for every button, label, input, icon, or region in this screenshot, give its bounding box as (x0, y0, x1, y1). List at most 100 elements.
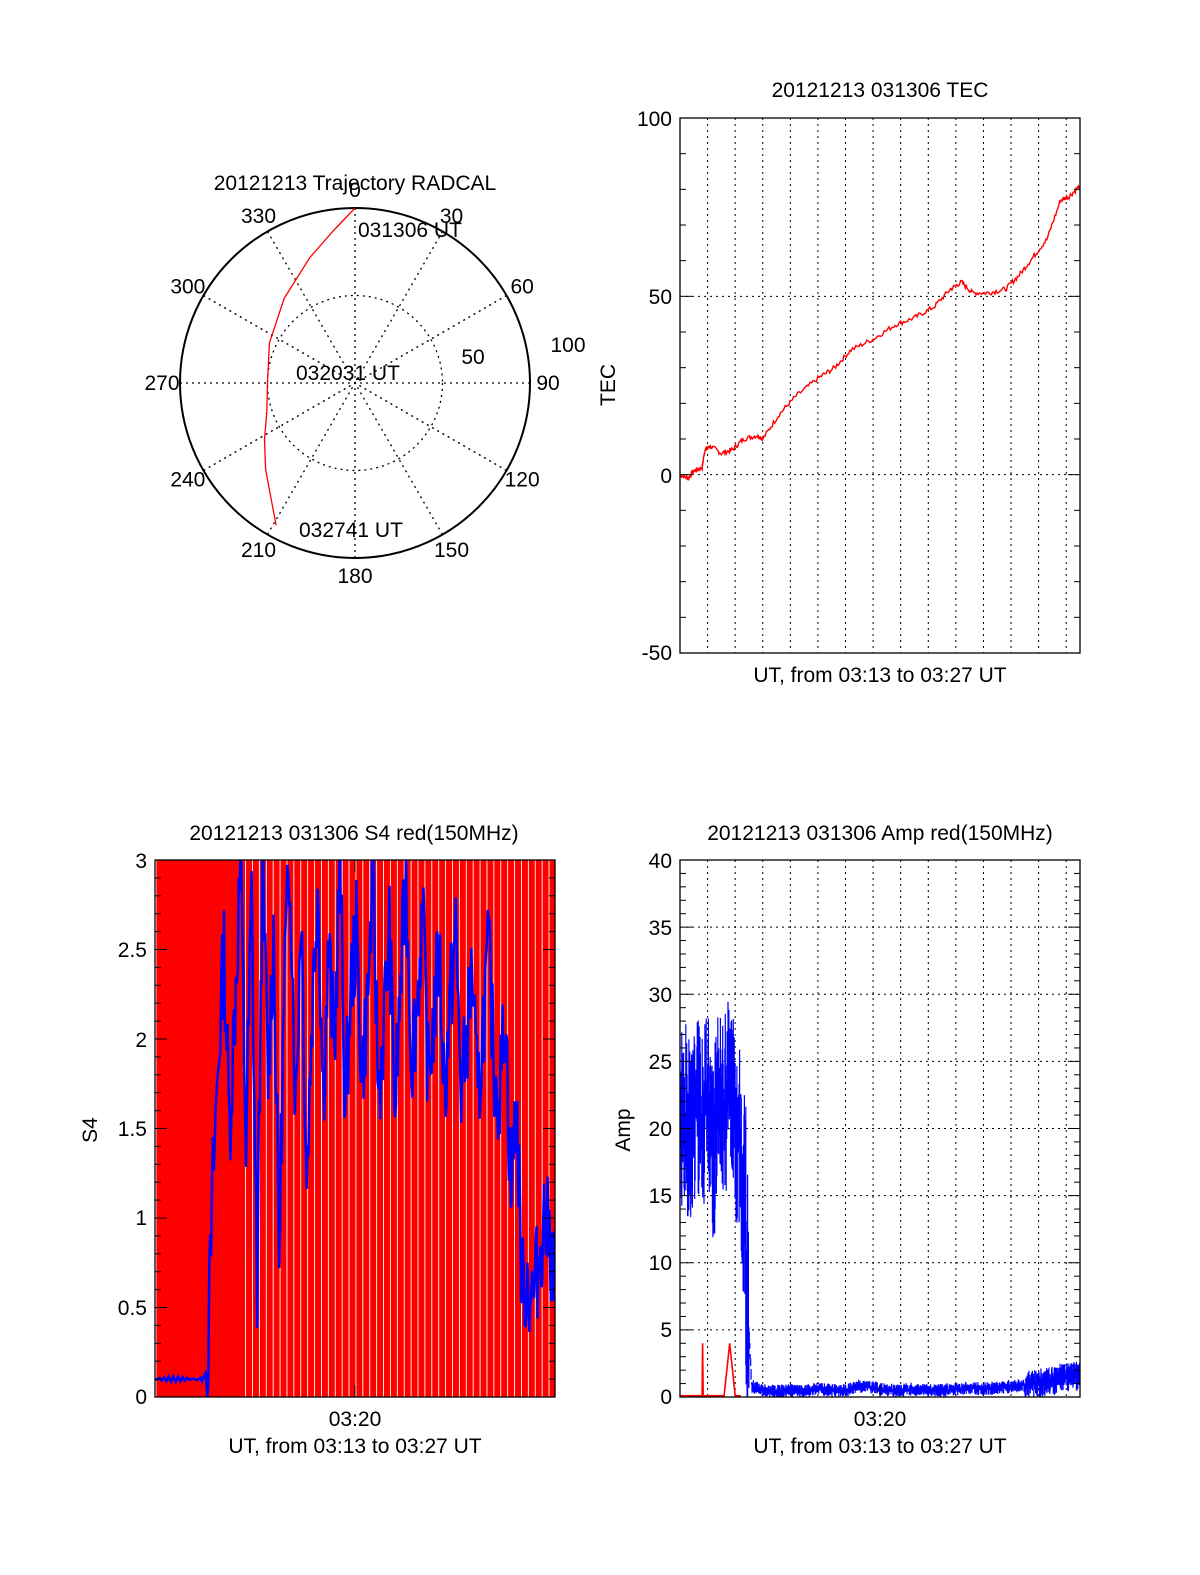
s4-red-bar (294, 860, 301, 1397)
s4-red-bar (217, 860, 224, 1397)
s4-red-bar (446, 860, 453, 1397)
ring-label-50: 50 (461, 346, 484, 369)
s4-red-bar (189, 860, 196, 1397)
s4-blue-series (155, 860, 555, 1397)
s4-ytick-label: 1.5 (118, 1118, 147, 1141)
amp-xlabel: UT, from 03:13 to 03:27 UT (753, 1435, 1006, 1458)
s4-red-bar (535, 860, 542, 1397)
amp-ytick-label: 30 (649, 984, 672, 1007)
tec-frame (679, 117, 1081, 654)
s4-red-bar (377, 860, 384, 1397)
amp-ytick-label: 15 (649, 1185, 672, 1208)
s4-ticks (155, 859, 555, 1398)
polar-angle-label: 0 (349, 179, 361, 202)
s4-xtick-label: 03:20 (329, 1408, 382, 1431)
amp-blue-trace (680, 1001, 1080, 1397)
polar-angle-label: 120 (505, 469, 540, 492)
amp-title: 20121213 031306 Amp red(150MHz) (707, 822, 1053, 845)
s4-red-bar (222, 860, 229, 1397)
s4-red-bar (480, 860, 487, 1397)
amp-ytick-label: 0 (660, 1386, 672, 1409)
s4-red-bar (246, 860, 253, 1397)
annotation-end: 032741 UT (299, 519, 403, 542)
s4-red-bar (266, 860, 273, 1397)
s4-red-bar (487, 860, 494, 1397)
polar-angle-labels: 0 30 60 90 120 150 180 210 240 270 300 330 (144, 179, 559, 588)
amp-ytick-label: 40 (649, 850, 672, 873)
tec-title: 20121213 031306 TEC (772, 79, 989, 102)
polar-angle-label: 240 (170, 469, 205, 492)
annotation-mid: 032031 UT (296, 362, 400, 385)
s4-red-bar (425, 860, 432, 1397)
s4-red-bar (452, 860, 459, 1397)
s4-ytick-label: 3 (135, 850, 147, 873)
amp-red-series (680, 1343, 741, 1397)
s4-red-bar (167, 860, 174, 1397)
s4-red-bar (404, 860, 411, 1397)
polar-angle-label: 90 (536, 372, 559, 395)
s4-red-bar (411, 860, 418, 1397)
s4-red-bar (195, 860, 201, 1397)
polar-angle-label: 180 (337, 565, 372, 588)
annotation-start: 031306 UT (358, 219, 462, 242)
s4-red-bar (383, 860, 390, 1397)
s4-red-bar (259, 860, 266, 1397)
s4-title: 20121213 031306 S4 red(150MHz) (189, 822, 518, 845)
trajectory-panel: 20121213 Trajectory RADCAL 0 30 60 90 120 150… (144, 172, 585, 588)
amp-ytick-label: 10 (649, 1252, 672, 1275)
s4-red-bar (473, 860, 480, 1397)
s4-red-bar (328, 860, 335, 1397)
polar-angle-label: 270 (144, 372, 179, 395)
polar-grid (180, 208, 530, 558)
s4-red-bar (349, 860, 356, 1397)
s4-xlabel: UT, from 03:13 to 03:27 UT (228, 1435, 481, 1458)
s4-ylabel: S4 (79, 1117, 102, 1143)
s4-red-bar (183, 860, 190, 1397)
polar-angle-label: 60 (510, 276, 533, 299)
s4-red-bar (418, 860, 425, 1397)
tec-xlabel: UT, from 03:13 to 03:27 UT (753, 664, 1006, 687)
s4-ytick-label: 0 (135, 1386, 147, 1409)
s4-red-bar (363, 860, 370, 1397)
tec-ytick-label: 100 (637, 108, 672, 131)
amp-blue-series (680, 1001, 1080, 1397)
tec-ytick-label: 0 (660, 465, 672, 488)
ring-label-100: 100 (550, 334, 585, 357)
s4-red-bar (356, 860, 363, 1397)
s4-red-bar (280, 860, 287, 1397)
s4-ytick-label: 2.5 (118, 939, 147, 962)
amp-xtick-label: 03:20 (854, 1408, 907, 1431)
amp-ylabel: Amp (612, 1108, 635, 1151)
tec-grid (680, 118, 1080, 653)
s4-panel: 20121213 031306 S4 red(150MHz) 3 2.5 2 1… (79, 822, 556, 1458)
s4-red-bar (342, 860, 349, 1397)
tec-series (679, 184, 1081, 482)
s4-red-bar (315, 860, 321, 1397)
s4-red-bar (335, 860, 342, 1397)
s4-red-bar (466, 860, 473, 1397)
tec-ticks (680, 117, 1080, 654)
s4-red-bar (459, 860, 466, 1397)
s4-red-bar (390, 860, 397, 1397)
s4-red-bar (528, 860, 535, 1397)
s4-red-bar (172, 860, 179, 1397)
tec-ytick-label: -50 (642, 642, 672, 665)
s4-ytick-label: 0.5 (118, 1297, 147, 1320)
polar-angle-label: 150 (434, 539, 469, 562)
tec-panel: 20121213 031306 TEC 100 50 0 -50 TEC UT,… (597, 79, 1081, 687)
s4-red-bar (178, 860, 185, 1397)
s4-red-bar (308, 860, 315, 1397)
trajectory-title: 20121213 Trajectory RADCAL (214, 172, 497, 195)
s4-ytick-label: 1 (135, 1207, 147, 1230)
s4-red-bar (321, 860, 328, 1397)
polar-angle-label: 30 (440, 205, 463, 228)
amp-ytick-label: 5 (660, 1319, 672, 1342)
s4-red-bar (370, 860, 377, 1397)
amp-ytick-label: 25 (649, 1051, 672, 1074)
polar-angle-label: 300 (170, 276, 205, 299)
polar-grid-spoke (266, 231, 444, 535)
s4-red-bar (239, 860, 246, 1397)
polar-angle-label: 210 (241, 539, 276, 562)
s4-ytick-label: 2 (135, 1029, 147, 1052)
